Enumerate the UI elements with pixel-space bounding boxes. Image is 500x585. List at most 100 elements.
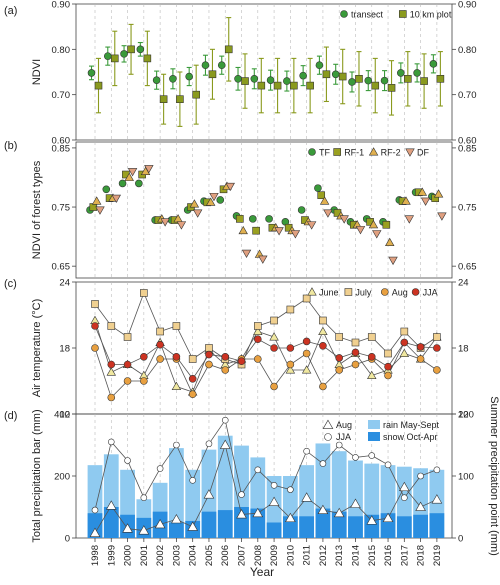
legend-marker-aug: [322, 419, 334, 429]
point: [253, 335, 262, 344]
point: [103, 52, 112, 60]
y-right-tick-label: 0.65: [458, 262, 477, 273]
legend-label: June: [319, 288, 339, 298]
y-tick-label: 0.80: [52, 45, 71, 56]
point: [123, 360, 132, 369]
point: [237, 357, 246, 366]
point: [258, 255, 268, 264]
point: [387, 84, 396, 92]
point: [143, 54, 152, 63]
point: [87, 69, 96, 77]
x-tick-label: 2019: [432, 545, 443, 566]
point: [301, 492, 312, 502]
x-tick-label: 2002: [155, 545, 166, 566]
point: [249, 215, 257, 223]
point: [413, 69, 421, 77]
y-tick-label: 18: [59, 344, 70, 355]
point: [94, 81, 103, 90]
legend-marker: [411, 288, 420, 296]
point: [285, 365, 296, 374]
bar-snow: [348, 516, 363, 538]
point: [306, 221, 317, 230]
x-tick-label: 2010: [285, 545, 296, 566]
y-tick-label: 0.65: [52, 262, 71, 273]
y-right-tick-label: 0.60: [458, 136, 477, 147]
series-line: [94, 325, 437, 380]
point: [221, 416, 229, 424]
point: [241, 77, 249, 85]
point: [274, 227, 284, 236]
point: [290, 81, 298, 90]
point: [107, 360, 116, 369]
legend: Aug JJA rain May-Sept snow Oct-Apr: [322, 419, 440, 442]
point: [265, 215, 273, 223]
point: [124, 172, 134, 181]
point: [173, 441, 180, 449]
point: [384, 461, 392, 469]
point: [236, 509, 247, 519]
point: [318, 326, 328, 335]
panel-label: (b): [4, 140, 17, 152]
x-tick-label: 2007: [237, 545, 248, 566]
legend-swatch-rain: [368, 420, 380, 429]
point: [433, 333, 441, 341]
point: [366, 515, 378, 525]
point: [287, 486, 294, 493]
point: [270, 481, 278, 489]
x-axis-label: Year: [250, 565, 274, 579]
bar-rain: [169, 448, 184, 538]
x-tick-label: 2015: [367, 545, 378, 566]
point: [254, 466, 262, 474]
point: [253, 355, 262, 363]
point: [333, 507, 345, 518]
x-tick-label: 2005: [204, 545, 215, 566]
x-tick-label: 2004: [188, 545, 199, 566]
legend-label: July: [355, 288, 372, 298]
point: [433, 466, 441, 474]
legend-label: rain May-Sept: [383, 420, 440, 430]
point: [188, 355, 197, 363]
point: [140, 377, 148, 385]
legend-marker: [398, 10, 407, 18]
point: [156, 465, 164, 472]
x-tick-label: 1999: [106, 545, 117, 566]
point: [169, 75, 177, 83]
point: [351, 348, 360, 357]
y-right-tick-label: 0.80: [458, 45, 477, 56]
point: [415, 501, 426, 511]
point: [270, 344, 278, 352]
legend-swatch-snow: [368, 432, 380, 441]
point: [268, 496, 280, 506]
point: [241, 249, 252, 258]
point: [355, 75, 363, 83]
legend-label: TF: [319, 148, 330, 158]
point: [283, 77, 291, 85]
x-tick-label: 2001: [139, 545, 150, 566]
bar-snow: [87, 513, 103, 538]
point: [319, 382, 327, 391]
panel-frame: [75, 281, 453, 415]
x-tick-label: 2003: [171, 545, 182, 566]
point: [420, 77, 428, 85]
y2-tick-label: 200: [458, 410, 474, 421]
point: [216, 196, 225, 204]
point: [338, 72, 347, 81]
legend-label: DF: [417, 148, 429, 158]
point: [91, 344, 99, 352]
y-tick-label: 0.60: [52, 136, 71, 147]
bar-snow: [331, 511, 347, 538]
point: [208, 70, 217, 79]
point: [301, 365, 312, 374]
point: [140, 494, 148, 502]
point: [303, 447, 310, 455]
x-tick-label: 2000: [123, 545, 134, 566]
y-tick-label: 200: [54, 472, 70, 483]
panel-frame: [75, 3, 453, 141]
y-right-tick-label: 0.90: [458, 0, 477, 11]
point: [382, 512, 394, 523]
y-tick-label: 0.85: [52, 143, 71, 154]
point: [401, 494, 408, 502]
point: [416, 355, 425, 363]
point: [270, 316, 278, 325]
